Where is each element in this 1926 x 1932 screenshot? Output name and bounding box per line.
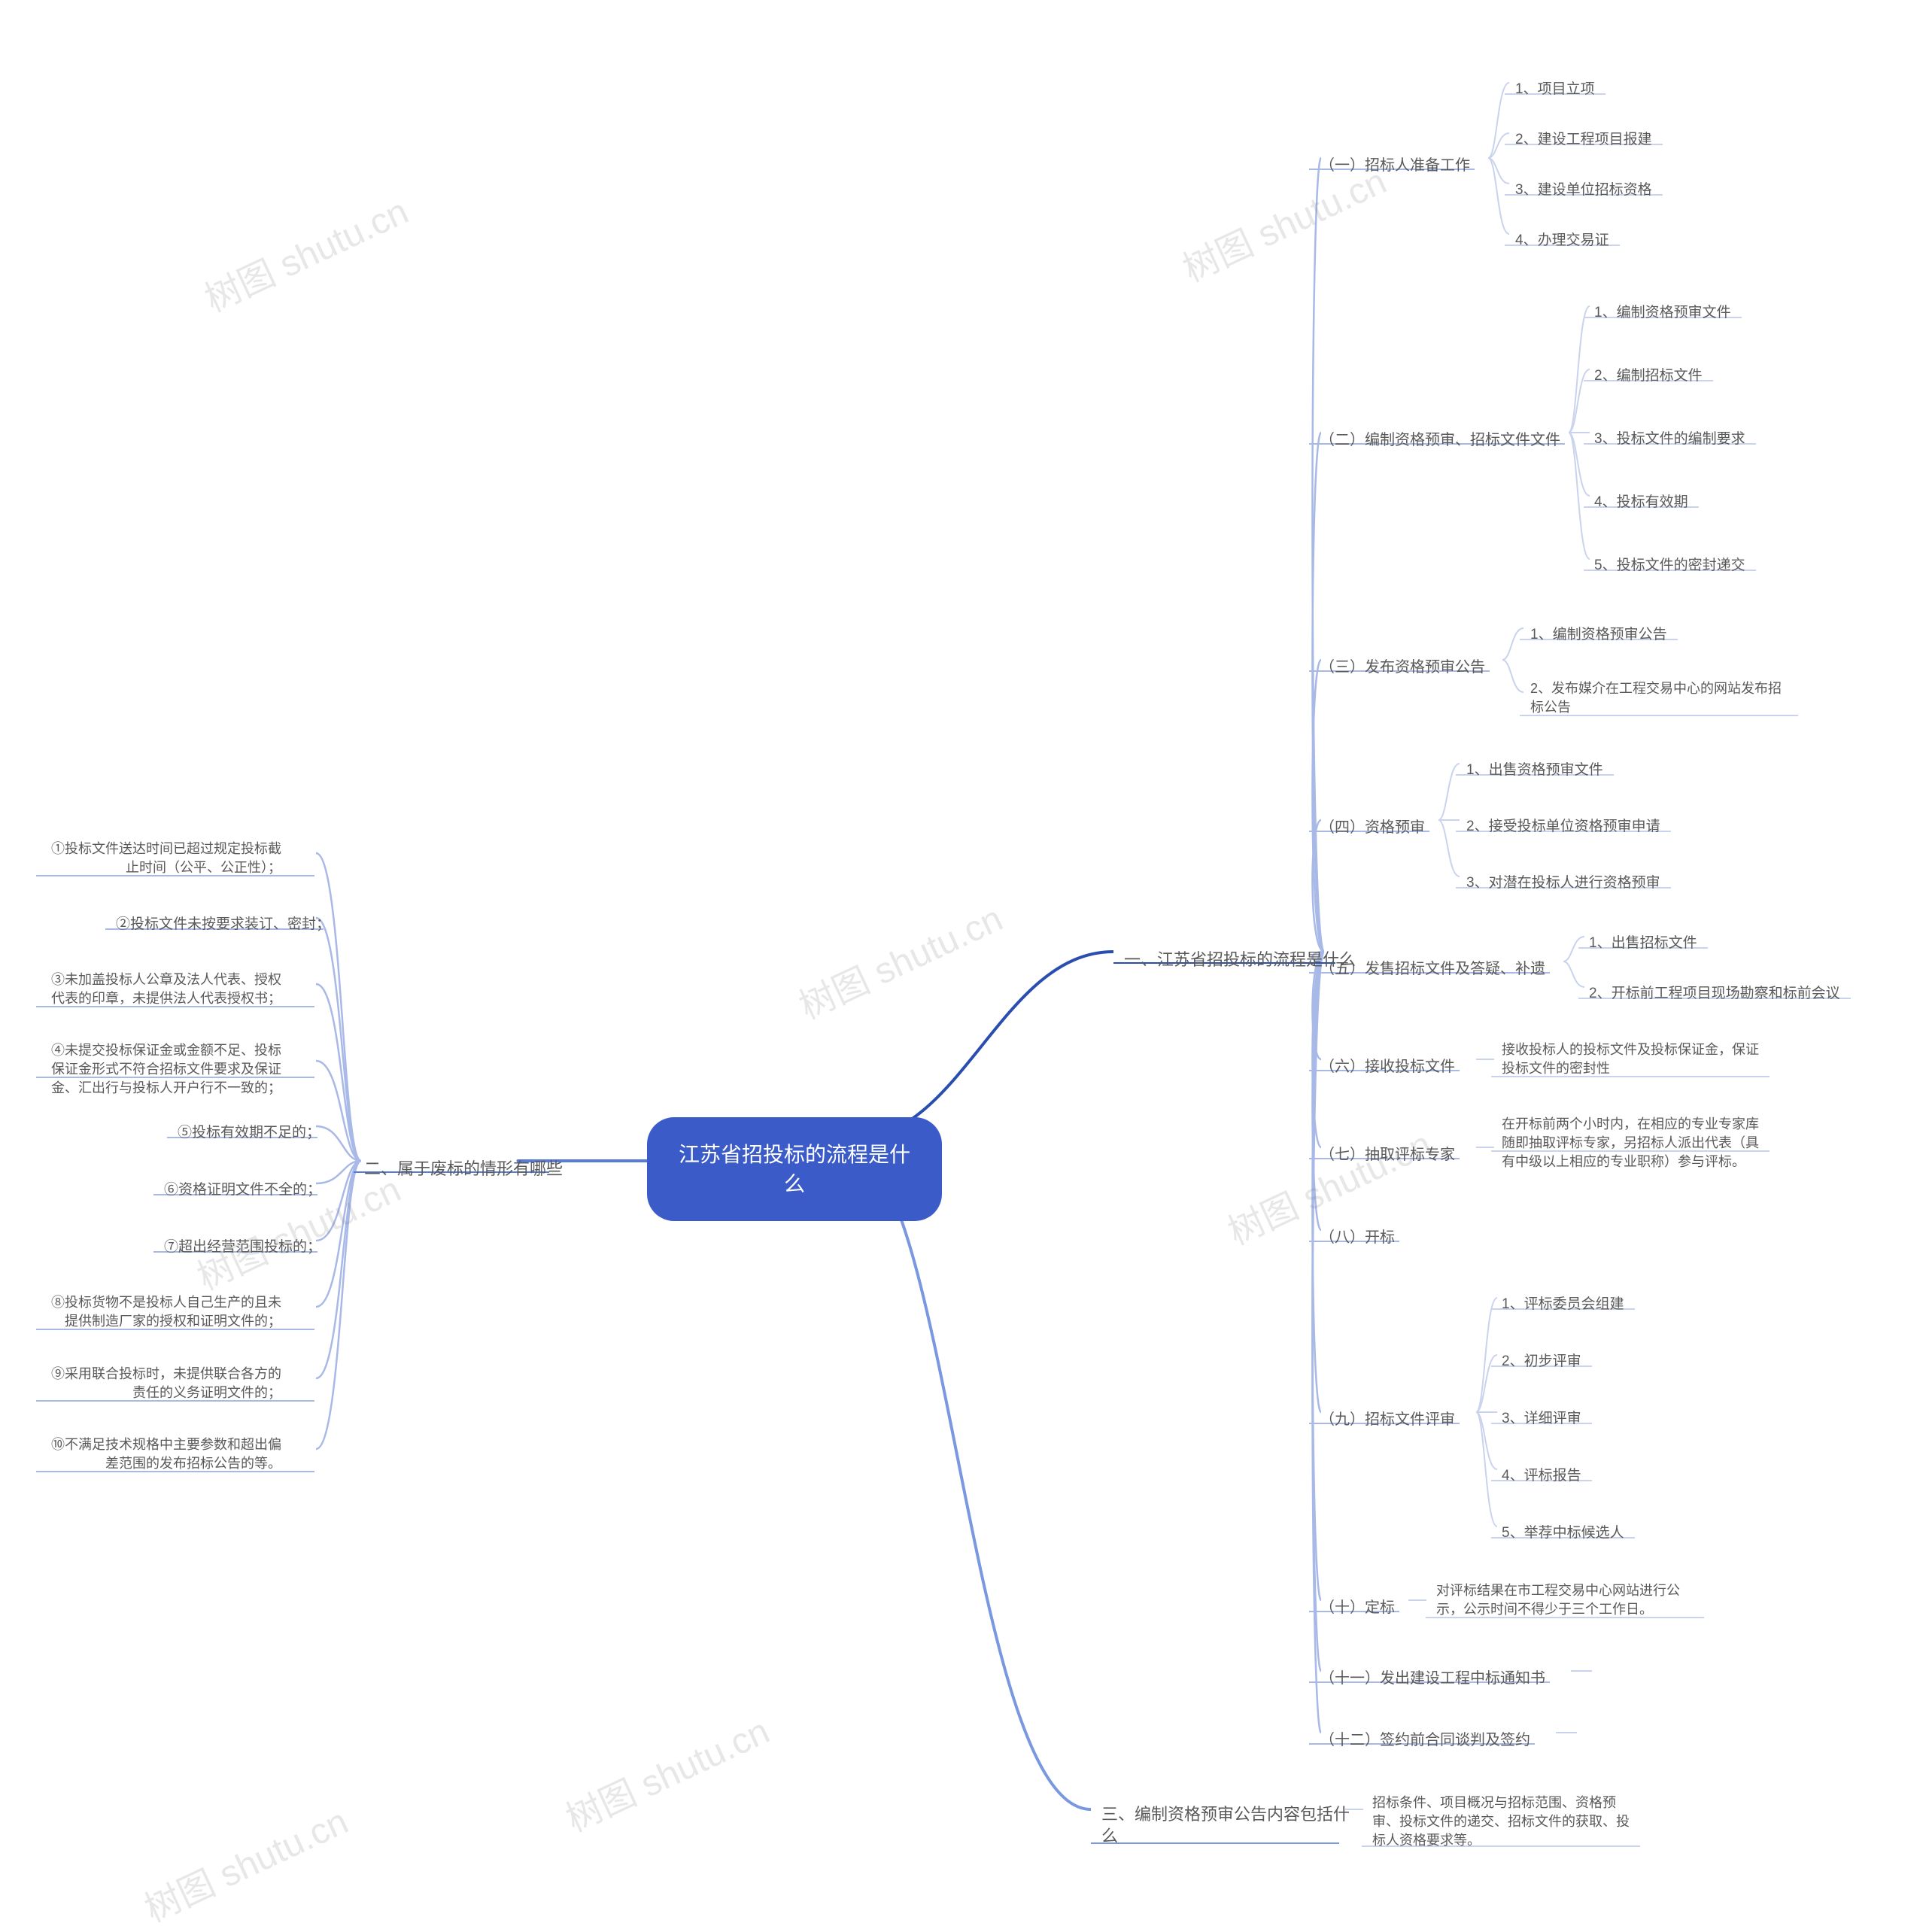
leaf-s5-0: 1、出售招标文件 [1578,925,1708,958]
leaf-s2-4: 5、投标文件的密封递交 [1584,548,1756,580]
leaf-s4-1: 2、接受投标单位资格预审申请 [1456,809,1671,841]
left-leaf-l1: ①投标文件送达时间已超过规定投标截止时间（公平、公正性）； [29,834,292,883]
leaf-s1-1: 2、建设工程项目报建 [1505,122,1663,154]
leaf-s7-0: 在开标前两个小时内，在相应的专业专家库随即抽取评标专家，另招标人派出代表（具有中… [1491,1109,1770,1178]
leaf-s4-0: 1、出售资格预审文件 [1456,752,1614,785]
sub-s11: （十一）发出建设工程中标通知书 [1309,1660,1556,1694]
sub-s3: （三）发布资格预审公告 [1309,649,1496,682]
leaf-s9-4: 5、举荐中标候选人 [1491,1515,1635,1548]
left-leaf-l8: ⑧投标货物不是投标人自己生产的且未提供制造厂家的授权和证明文件的； [29,1287,292,1337]
left-leaf-l2: ②投标文件未按要求装订、密封； [105,907,341,939]
sub-s9: （九）招标文件评审 [1309,1401,1466,1435]
sub-s2: （二）编制资格预审、招标文件文件 [1309,421,1571,455]
leaf-s1-3: 4、办理交易证 [1505,223,1620,255]
sub-s1: （一）招标人准备工作 [1309,147,1481,181]
leaf-s2-2: 3、投标文件的编制要求 [1584,421,1756,454]
mindmap-canvas [0,0,1926,1924]
left-leaf-l4: ④未提交投标保证金或金额不足、投标保证金形式不符合招标文件要求及保证金、汇出行与… [29,1035,292,1104]
leaf-s2-1: 2、编制招标文件 [1584,358,1713,390]
sub-s6: （六）接收投标文件 [1309,1048,1466,1082]
sub-s10: （十）定标 [1309,1589,1405,1623]
leaf-s1-0: 1、项目立项 [1505,71,1606,104]
leaf-s10-0: 对评标结果在市工程交易中心网站进行公示，公示时间不得少于三个工作日。 [1426,1575,1704,1625]
leaf-s9-1: 2、初步评审 [1491,1344,1592,1376]
sub-s8: （八）开标 [1309,1219,1405,1253]
leaf-b3-0: 招标条件、项目概况与招标范围、资格预审、投标文件的递交、招标文件的获取、投标人资… [1362,1788,1640,1857]
branch-2: 二、属于废标的情形有哪些 [354,1150,573,1186]
sub-s4: （四）资格预审 [1309,809,1435,843]
branch-3: 三、编制资格预审公告内容包括什么 [1091,1798,1360,1853]
leaf-s3-0: 1、编制资格预审公告 [1520,617,1678,649]
leaf-s2-0: 1、编制资格预审文件 [1584,295,1742,327]
leaf-s9-2: 3、详细评审 [1491,1401,1592,1433]
left-leaf-l9: ⑨采用联合投标时，未提供联合各方的责任的义务证明文件的； [29,1359,292,1408]
left-leaf-l10: ⑩不满足技术规格中主要参数和超出偏差范围的发布招标公告的等。 [29,1429,292,1479]
left-leaf-l5: ⑤投标有效期不足的； [167,1115,331,1147]
left-leaf-l3: ③未加盖投标人公章及法人代表、授权代表的印章，未提供法人代表授权书； [29,964,292,1014]
sub-s12: （十二）签约前合同谈判及签约 [1309,1721,1541,1755]
leaf-s2-3: 4、投标有效期 [1584,485,1699,517]
sub-s7: （七）抽取评标专家 [1309,1136,1466,1170]
sub-s5: （五）发售招标文件及答疑、补遗 [1309,950,1556,984]
leaf-s9-0: 1、评标委员会组建 [1491,1286,1635,1319]
left-leaf-l6: ⑥资格证明文件不全的； [153,1172,332,1204]
leaf-s9-3: 4、评标报告 [1491,1458,1592,1490]
leaf-s6-0: 接收投标人的投标文件及投标保证金，保证投标文件的密封性 [1491,1034,1770,1084]
leaf-s5-1: 2、开标前工程项目现场勘察和标前会议 [1578,976,1851,1008]
leaf-s1-2: 3、建设单位招标资格 [1505,172,1663,205]
center-node: 江苏省招投标的流程是什么 [647,1117,942,1221]
leaf-s3-1: 2、发布媒介在工程交易中心的网站发布招标公告 [1520,673,1798,723]
left-leaf-l7: ⑦超出经营范围投标的； [153,1229,332,1262]
leaf-s4-2: 3、对潜在投标人进行资格预审 [1456,865,1671,898]
